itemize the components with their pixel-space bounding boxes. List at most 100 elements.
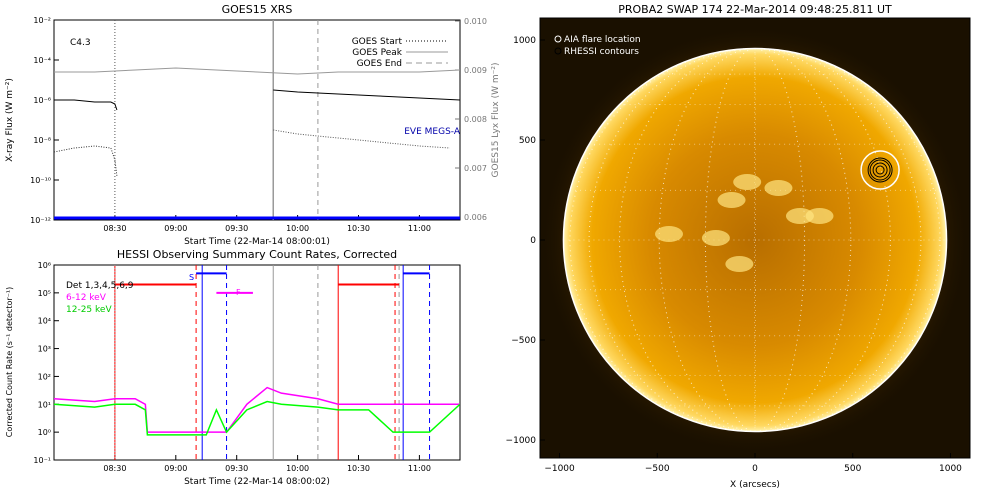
rhessi-contour bbox=[867, 157, 893, 183]
hessi-frame bbox=[53, 264, 461, 461]
hessi-ytick-label: 10⁶ bbox=[38, 261, 51, 270]
legend-rhessi: RHESSI contours bbox=[564, 47, 639, 57]
active-region bbox=[785, 208, 814, 224]
hessi-ylabel: Corrected Count Rate (s⁻¹ detector⁻¹) bbox=[5, 287, 14, 438]
swap-xtick-label: 0 bbox=[752, 464, 758, 474]
swap-ytick-label: 500 bbox=[519, 136, 536, 146]
swap-ticks: −1000 −500 0 500 1000 1000 500 0 −500 −1000 bbox=[506, 36, 963, 474]
active-region bbox=[733, 174, 762, 190]
goes-vertical-lines bbox=[114, 20, 319, 220]
hessi-series-line bbox=[54, 386, 460, 433]
goes-panel: GOES15 XRS 10⁻¹² 10⁻¹⁰ 10⁻⁸ 10⁻⁶ 10⁻⁴ 10⁻² 0.… bbox=[5, 3, 501, 247]
legend-aia: AIA flare location bbox=[564, 35, 641, 45]
goes-ytick-label: 10⁻¹² bbox=[30, 216, 51, 225]
swap-xtick-label: 1000 bbox=[939, 464, 962, 474]
swap-legend: AIA flare location RHESSI contours bbox=[554, 35, 641, 57]
aia-flare-circle bbox=[860, 150, 900, 190]
hessi-xtick-label: 10:00 bbox=[286, 464, 309, 473]
active-region bbox=[717, 192, 746, 208]
goes-xtick-label: 08:30 bbox=[103, 224, 126, 233]
swap-ytick-label: −1000 bbox=[506, 436, 537, 446]
hessi-xtick-label: 11:00 bbox=[408, 464, 431, 473]
swap-xtick-label: 500 bbox=[844, 464, 861, 474]
hessi-xtick-label: 08:30 bbox=[103, 464, 126, 473]
goes-right-tick-label: 0.007 bbox=[464, 164, 487, 173]
hessi-panel: HESSI Observing Summary Count Rates, Cor… bbox=[5, 248, 461, 487]
goes-series-line bbox=[54, 99, 118, 111]
swap-ytick-label: −500 bbox=[511, 336, 536, 346]
legend-aia-marker bbox=[554, 35, 562, 43]
rhessi-contour bbox=[872, 162, 888, 178]
hessi-xlabel: Start Time (22-Mar-14 08:00:02) bbox=[184, 477, 330, 487]
hessi-ytick-label: 10² bbox=[38, 372, 51, 381]
legend-rhessi-marker bbox=[554, 47, 562, 55]
swap-xlabel: X (arcsecs) bbox=[730, 480, 780, 490]
hessi-legend: Det 1,3,4,5,6,9 6-12 keV 12-25 keV bbox=[66, 281, 134, 315]
goes-series bbox=[54, 67, 460, 220]
goes-xtick-label: 09:00 bbox=[164, 224, 187, 233]
hessi-x-ticks: 08:30 09:00 09:30 10:00 10:30 11:00 bbox=[103, 455, 431, 473]
swap-xtick-label: −500 bbox=[645, 464, 670, 474]
swap-ytick-label: 1000 bbox=[513, 36, 536, 46]
goes-xlabel: Start Time (22-Mar-14 08:00:01) bbox=[184, 237, 330, 247]
solar-disk bbox=[563, 48, 947, 432]
goes-left-ticks: 10⁻¹² 10⁻¹⁰ 10⁻⁸ 10⁻⁶ 10⁻⁴ 10⁻² bbox=[30, 16, 59, 225]
hessi-xtick-label: 09:30 bbox=[225, 464, 248, 473]
legend-goes-end: GOES End bbox=[357, 59, 402, 69]
goes-ytick-label: 10⁻⁶ bbox=[33, 96, 51, 105]
hessi-xtick-label: 10:30 bbox=[347, 464, 370, 473]
longitude-line bbox=[704, 47, 806, 433]
goes-series-line bbox=[54, 145, 118, 177]
hessi-y-ticks: 10⁻¹ 10⁰ 10¹ 10² 10³ 10⁴ 10⁵ 10⁶ bbox=[33, 261, 59, 465]
hessi-ytick-label: 10¹ bbox=[38, 400, 51, 409]
goes-xtick-label: 09:30 bbox=[225, 224, 248, 233]
goes-right-tick-label: 0.010 bbox=[464, 17, 487, 26]
marker-s: S bbox=[189, 273, 194, 282]
goes-right-ticks: 0.006 0.007 0.008 0.009 0.010 bbox=[455, 17, 487, 222]
longitude-line bbox=[754, 47, 756, 433]
goes-ytick-label: 10⁻² bbox=[33, 16, 51, 25]
hessi-ytick-label: 10⁴ bbox=[38, 317, 51, 326]
hessi-vertical-lines bbox=[114, 265, 431, 460]
goes-series-line bbox=[273, 129, 450, 149]
goes-annotation: C4.3 bbox=[70, 38, 91, 48]
sun-disk bbox=[540, 25, 970, 455]
active-region bbox=[764, 180, 793, 196]
goes-right-tick-label: 0.009 bbox=[464, 66, 487, 75]
legend-det: Det 1,3,4,5,6,9 bbox=[66, 281, 134, 291]
swap-xtick-label: −1000 bbox=[544, 464, 575, 474]
swap-title: PROBA2 SWAP 174 22-Mar-2014 09:48:25.811… bbox=[618, 3, 892, 16]
hessi-ytick-label: 10⁵ bbox=[38, 289, 51, 298]
hessi-xtick-label: 09:00 bbox=[164, 464, 187, 473]
goes-title: GOES15 XRS bbox=[222, 3, 293, 16]
goes-legend: GOES Start GOES Peak GOES End bbox=[352, 37, 448, 69]
legend-goes-start: GOES Start bbox=[352, 37, 403, 47]
goes-ytick-label: 10⁻⁸ bbox=[33, 136, 51, 145]
longitude-line bbox=[704, 47, 806, 433]
active-region bbox=[725, 256, 754, 272]
rhessi-contour bbox=[875, 165, 885, 175]
goes-ytick-label: 10⁻⁴ bbox=[33, 56, 51, 65]
goes-xtick-label: 11:00 bbox=[408, 224, 431, 233]
marker-f: F bbox=[236, 288, 241, 297]
goes-frame bbox=[53, 19, 461, 221]
active-region bbox=[805, 208, 834, 224]
legend-goes-peak: GOES Peak bbox=[352, 48, 402, 58]
goes-ytick-label: 10⁻¹⁰ bbox=[30, 176, 51, 185]
hessi-ytick-label: 10⁰ bbox=[38, 428, 51, 437]
hessi-series bbox=[54, 272, 460, 436]
legend-12-25: 12-25 keV bbox=[66, 305, 112, 315]
hessi-ytick-label: 10³ bbox=[38, 345, 51, 354]
goes-ylabel-right: GOES15 Lyx Flux (W m⁻²) bbox=[491, 63, 501, 178]
limb-circle bbox=[562, 47, 948, 433]
goes-series-line bbox=[54, 67, 460, 75]
swap-panel: PROBA2 SWAP 174 22-Mar-2014 09:48:25.811… bbox=[506, 3, 971, 490]
goes-right-tick-label: 0.006 bbox=[464, 213, 487, 222]
goes-ylabel: X-ray Flux (W m⁻²) bbox=[5, 78, 15, 162]
goes-series-line bbox=[273, 89, 460, 101]
swap-ytick-label: 0 bbox=[530, 236, 536, 246]
goes-xtick-label: 10:00 bbox=[286, 224, 309, 233]
rhessi-contour bbox=[869, 159, 891, 181]
goes-xtick-label: 10:30 bbox=[347, 224, 370, 233]
